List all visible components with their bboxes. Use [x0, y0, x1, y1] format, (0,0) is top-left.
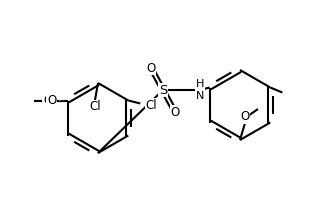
Text: H
N: H N — [196, 79, 204, 101]
Text: Cl: Cl — [146, 99, 157, 112]
Text: methoxy: methoxy — [59, 100, 65, 101]
Text: S: S — [159, 84, 167, 96]
Text: O: O — [240, 110, 250, 124]
Text: O: O — [47, 94, 56, 107]
Text: O: O — [43, 94, 52, 107]
Text: O: O — [146, 61, 156, 74]
Text: Cl: Cl — [89, 100, 101, 113]
Text: O: O — [170, 106, 180, 119]
